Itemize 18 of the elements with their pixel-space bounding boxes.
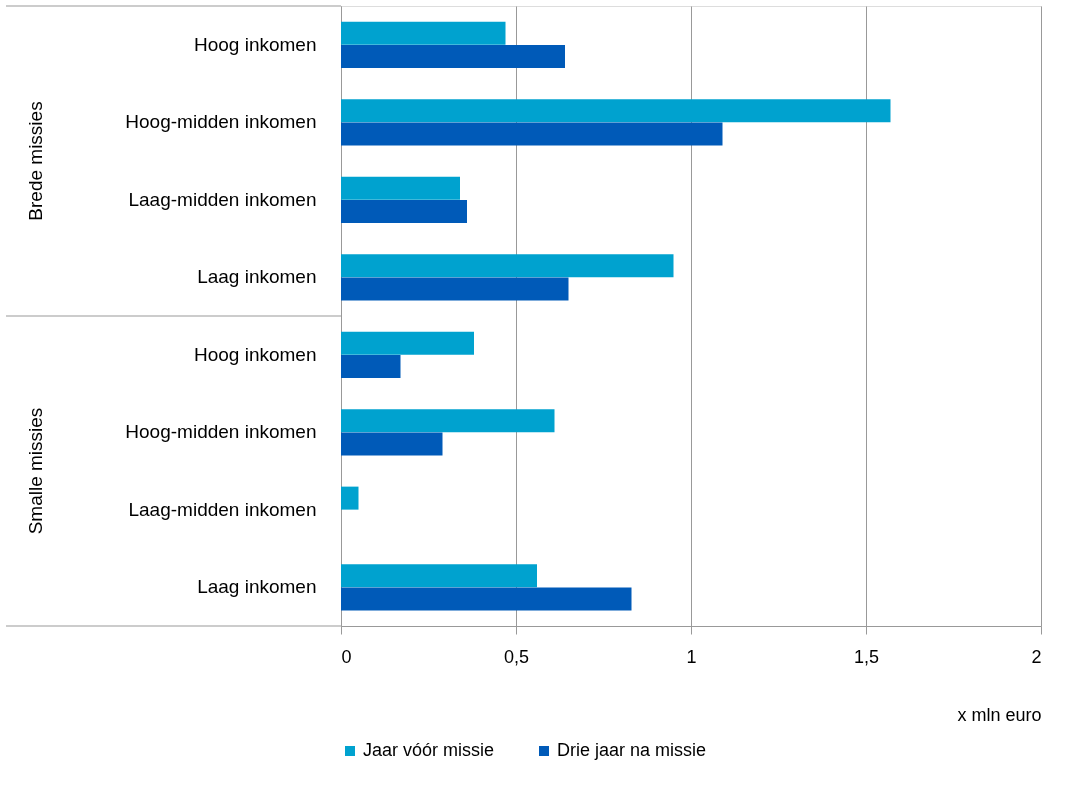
y-tick-label: Hoog-midden inkomen [125,111,317,133]
legend-label: Drie jaar na missie [557,740,707,760]
x-tick-label: 0,5 [503,646,530,667]
y-tick-label: Laag-midden inkomen [128,188,317,210]
x-axis-title: x mln euro [957,704,1042,725]
y-tick-label: Hoog inkomen [193,343,317,365]
y-tick-label: Hoog-midden inkomen [125,421,317,443]
x-tick-label: 2 [1031,646,1042,667]
legend-label: Jaar vóór missie [363,740,495,760]
y-tick-label: Laag-midden inkomen [128,498,317,520]
y-tick-label: Hoog inkomen [193,33,317,55]
x-tick-label: 1 [686,646,697,667]
y-tick-label: Laag inkomen [197,576,317,598]
y-tick-label: Laag inkomen [197,266,317,288]
x-tick-label: 0 [341,646,352,667]
x-tick-label: 1,5 [853,646,880,667]
text: Smalle missies [25,407,46,535]
text: Brede missies [25,101,46,221]
